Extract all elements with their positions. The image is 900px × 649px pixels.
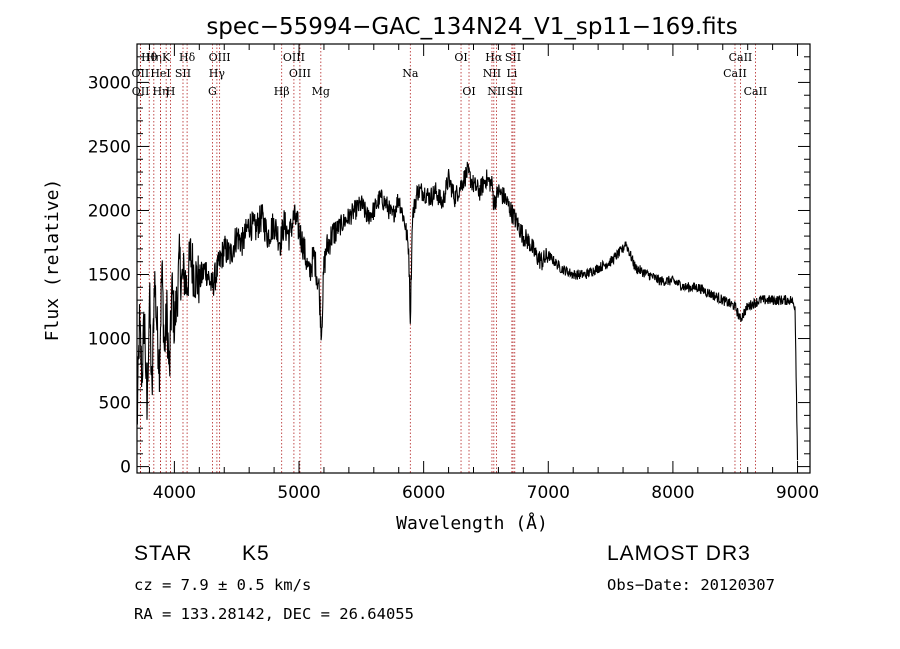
spectral-line-label: SII bbox=[175, 67, 191, 80]
spectral-line-label: SII bbox=[505, 51, 521, 64]
spectral-line-label: Hη bbox=[152, 85, 168, 98]
spectral-line-label: OI bbox=[454, 51, 467, 64]
x-tick-label: 4000 bbox=[153, 483, 196, 503]
x-axis-label: Wavelength (Å) bbox=[396, 512, 548, 534]
y-tick-label: 0 bbox=[120, 458, 131, 478]
spectral-line-label: CaII bbox=[744, 85, 768, 98]
spectral-line-label: K bbox=[162, 51, 171, 64]
y-axis-label: Flux (relative) bbox=[42, 179, 63, 342]
spectral-line-label: Hα bbox=[485, 51, 503, 64]
spectral-line-label: OIII bbox=[289, 67, 311, 80]
spectral-line-label: CaII bbox=[723, 67, 747, 80]
obs-date: Obs−Date: 20120307 bbox=[607, 576, 775, 594]
redshift-readout: cz = 7.9 ± 0.5 km/s bbox=[134, 576, 311, 594]
spectral-line-label: OI bbox=[462, 85, 475, 98]
chart-title: spec−55994−GAC_134N24_V1_sp11−169.fits bbox=[206, 14, 737, 40]
spectral-line-label: SII bbox=[507, 85, 523, 98]
spectral-line-label: OII bbox=[132, 85, 150, 98]
spectral-line-label: Hγ bbox=[209, 67, 226, 80]
object-class: STAR bbox=[134, 542, 192, 565]
x-tick-label: 7000 bbox=[527, 483, 570, 503]
spectral-line-label: NII bbox=[487, 85, 505, 98]
spectral-line-label: Hβ bbox=[274, 85, 290, 98]
object-subclass: K5 bbox=[242, 542, 270, 565]
x-tick-label: 6000 bbox=[402, 483, 445, 503]
spectral-line-label: Li bbox=[506, 67, 517, 80]
y-axis-ticks: 0 500 1000 1500 2000 2500 3000 bbox=[88, 56, 810, 478]
x-tick-label: 9000 bbox=[776, 483, 819, 503]
spectral-line-label: Mg bbox=[312, 85, 330, 98]
y-tick-label: 500 bbox=[99, 394, 131, 414]
y-tick-label: 1000 bbox=[88, 330, 131, 350]
spectral-line-label: NII bbox=[483, 67, 501, 80]
spectrum-line bbox=[136, 161, 799, 461]
spectral-line-label: OIII bbox=[209, 51, 231, 64]
spectral-line-label: Hη bbox=[146, 51, 162, 64]
spectral-line-label: H bbox=[166, 85, 176, 98]
x-axis-ticks: 4000 5000 6000 7000 8000 9000 bbox=[148, 44, 819, 503]
y-tick-label: 3000 bbox=[88, 73, 131, 93]
y-tick-label: 2500 bbox=[88, 137, 131, 157]
x-tick-label: 5000 bbox=[277, 483, 320, 503]
spectral-line-label: G bbox=[208, 85, 217, 98]
x-tick-label: 8000 bbox=[651, 483, 694, 503]
survey-name: LAMOST DR3 bbox=[607, 542, 751, 565]
spectral-line-label: CaII bbox=[729, 51, 753, 64]
spectral-line-label: Hθ bbox=[141, 51, 158, 64]
plot-frame bbox=[136, 43, 811, 474]
spectral-line-label: OIII bbox=[283, 51, 305, 64]
spectral-line-label: Hδ bbox=[179, 51, 196, 64]
y-tick-label: 2000 bbox=[88, 201, 131, 221]
spectral-line-label: Na bbox=[402, 67, 419, 80]
coordinates: RA = 133.28142, DEC = 26.64055 bbox=[134, 605, 414, 623]
y-tick-label: 1500 bbox=[88, 266, 131, 286]
